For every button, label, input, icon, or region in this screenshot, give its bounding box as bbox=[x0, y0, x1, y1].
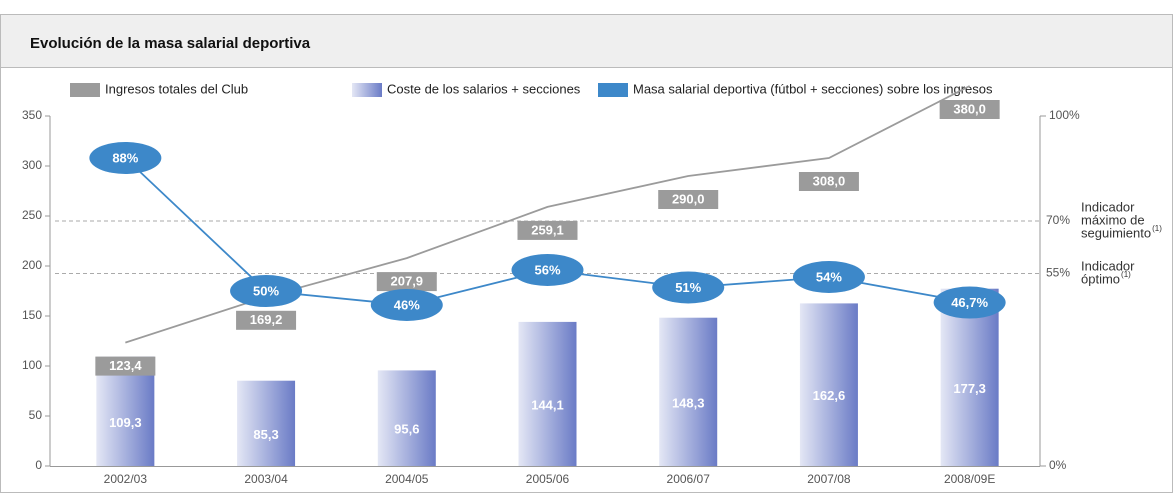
legend-swatch bbox=[70, 83, 100, 97]
bar-value-label: 144,1 bbox=[531, 397, 564, 412]
legend-label: Ingresos totales del Club bbox=[105, 81, 248, 96]
chart-title: Evolución de la masa salarial deportiva bbox=[30, 35, 311, 52]
y-tick-label: 200 bbox=[22, 258, 42, 272]
point-label-box: 169,2 bbox=[236, 310, 297, 330]
point-label: 308,0 bbox=[813, 173, 846, 188]
point-label: 123,4 bbox=[109, 358, 142, 373]
y2-tick-label: 100% bbox=[1049, 108, 1080, 122]
legend-label: Masa salarial deportiva (fútbol + seccio… bbox=[633, 81, 993, 96]
point-label: 56% bbox=[534, 262, 560, 277]
point-label: 51% bbox=[675, 280, 701, 295]
legend-swatch bbox=[352, 83, 382, 97]
point-badge bbox=[792, 261, 865, 293]
point-label: 207,9 bbox=[391, 274, 424, 289]
point-label-box: 207,9 bbox=[376, 272, 437, 292]
y-tick-label: 150 bbox=[22, 308, 42, 322]
bar-value-label: 177,3 bbox=[953, 381, 986, 396]
bar bbox=[377, 370, 436, 466]
point-box bbox=[376, 272, 437, 292]
legend-label: Coste de los salarios + secciones bbox=[387, 81, 581, 96]
x-tick-label: 2007/08 bbox=[807, 472, 851, 486]
bar bbox=[799, 303, 858, 466]
reference-note: (1) bbox=[1121, 270, 1131, 279]
y-tick-label: 350 bbox=[22, 108, 42, 122]
point-label: 380,0 bbox=[953, 101, 986, 116]
x-tick-label: 2002/03 bbox=[104, 472, 148, 486]
point-label: 259,1 bbox=[531, 222, 564, 237]
point-box bbox=[658, 190, 719, 209]
bar-value-label: 95,6 bbox=[394, 422, 419, 437]
y-tick-label: 0 bbox=[35, 458, 42, 472]
point-label: 46,7% bbox=[951, 295, 988, 310]
x-tick-label: 2008/09E bbox=[944, 472, 995, 486]
point-label: 54% bbox=[816, 269, 842, 284]
bar-value-label: 162,6 bbox=[813, 388, 846, 403]
point-label-box: 308,0 bbox=[798, 172, 859, 191]
point-label: 169,2 bbox=[250, 312, 283, 327]
reference-text: Indicador bbox=[1081, 258, 1135, 273]
point-badge bbox=[230, 275, 303, 307]
x-tick-label: 2006/07 bbox=[667, 472, 711, 486]
bar bbox=[518, 321, 577, 466]
point-box bbox=[95, 356, 156, 376]
reference-text: óptimo bbox=[1081, 271, 1120, 286]
point-box bbox=[517, 220, 578, 240]
reference-label: 70% bbox=[1046, 213, 1070, 227]
x-tick-label: 2005/06 bbox=[526, 472, 570, 486]
reference-label: 55% bbox=[1046, 266, 1070, 280]
reference-note: (1) bbox=[1152, 224, 1162, 233]
y2-tick-label: 0% bbox=[1049, 458, 1067, 472]
bar-value-label: 148,3 bbox=[672, 395, 705, 410]
header bbox=[1, 15, 1172, 67]
bar-value-label: 109,3 bbox=[109, 415, 142, 430]
point-label-box: 259,1 bbox=[517, 220, 578, 240]
bar bbox=[659, 317, 718, 466]
x-tick-label: 2004/05 bbox=[385, 472, 429, 486]
point-badge bbox=[652, 271, 725, 304]
point-label: 290,0 bbox=[672, 191, 705, 206]
y-tick-label: 50 bbox=[29, 408, 43, 422]
y-tick-label: 100 bbox=[22, 358, 42, 372]
reference-text: Indicador bbox=[1081, 199, 1135, 214]
legend-swatch bbox=[598, 83, 628, 97]
point-label-box: 290,0 bbox=[658, 190, 719, 209]
point-badge bbox=[933, 286, 1006, 319]
point-box bbox=[236, 310, 297, 330]
point-badge bbox=[511, 254, 584, 286]
reference-text: seguimiento bbox=[1081, 225, 1151, 240]
point-label: 88% bbox=[112, 150, 138, 165]
reference-text: máximo de bbox=[1081, 212, 1145, 227]
bar-value-label: 85,3 bbox=[253, 427, 278, 442]
point-label: 50% bbox=[253, 283, 279, 298]
point-label-box: 380,0 bbox=[939, 100, 1000, 119]
bar bbox=[237, 380, 296, 466]
point-box bbox=[939, 100, 1000, 119]
y-tick-label: 250 bbox=[22, 208, 42, 222]
point-label-box: 123,4 bbox=[95, 356, 156, 376]
point-badge bbox=[370, 289, 443, 321]
point-label: 46% bbox=[394, 297, 420, 312]
x-tick-label: 2003/04 bbox=[244, 472, 288, 486]
point-box bbox=[798, 172, 859, 191]
point-badge bbox=[89, 142, 162, 174]
y-tick-label: 300 bbox=[22, 158, 42, 172]
